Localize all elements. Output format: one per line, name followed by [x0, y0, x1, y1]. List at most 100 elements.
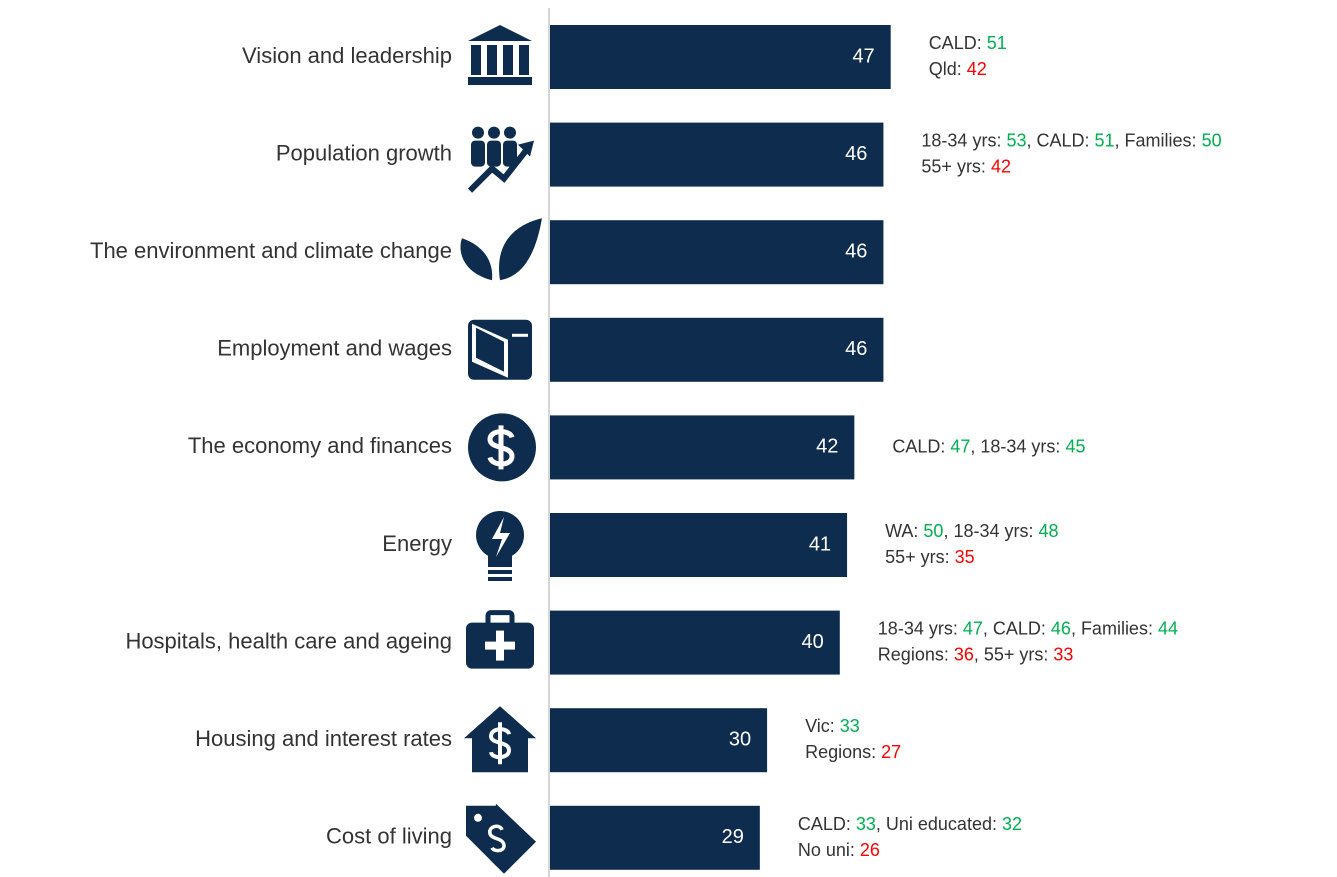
category-icon	[468, 413, 536, 482]
category-label: Population growth	[276, 140, 452, 165]
icon-shape	[499, 218, 542, 281]
annotation-value: 33	[856, 814, 876, 834]
value-label: 30	[729, 728, 751, 750]
annotation-label: , Families:	[1115, 130, 1202, 150]
bar	[550, 220, 884, 285]
annotation-label: CALD:	[929, 33, 987, 53]
annotation: 55+ yrs: 35	[885, 547, 975, 567]
annotation: WA: 50, 18-34 yrs: 48	[885, 521, 1058, 541]
category-label: Hospitals, health care and ageing	[125, 628, 452, 653]
annotation-value: 47	[963, 618, 983, 638]
annotation-value: 53	[1006, 130, 1026, 150]
icon-shape	[488, 126, 500, 139]
value-label: 41	[809, 533, 831, 555]
annotation-value: 42	[991, 156, 1011, 176]
annotation-value: 46	[1051, 618, 1071, 638]
annotation-label: CALD:	[892, 436, 950, 456]
annotation: 55+ yrs: 42	[921, 156, 1011, 176]
annotation-value: 42	[967, 59, 987, 79]
icon-shape	[488, 570, 512, 574]
annotation-label: Vic:	[805, 716, 840, 736]
annotation-label: 18-34 yrs:	[921, 130, 1006, 150]
annotation-label: WA:	[885, 521, 923, 541]
category-icon	[476, 511, 524, 581]
icon-shape	[503, 140, 517, 167]
annotation-value: 44	[1158, 618, 1178, 638]
category-icon	[460, 218, 542, 281]
icon-shape	[518, 140, 534, 157]
icon-shape	[468, 25, 532, 41]
annotation: Regions: 36, 55+ yrs: 33	[878, 644, 1074, 664]
icon-shape	[472, 126, 484, 139]
annotation-value: 51	[987, 33, 1007, 53]
icon-shape	[485, 610, 515, 630]
annotation-value: 50	[923, 521, 943, 541]
icon-shape	[492, 517, 510, 557]
icon-shape	[476, 327, 504, 372]
category-icon	[466, 610, 534, 669]
icon-shape	[519, 45, 529, 75]
icon-shape	[468, 77, 532, 85]
icon-shape	[466, 805, 526, 866]
icon-shape	[471, 140, 485, 167]
annotation-value: 35	[955, 547, 975, 567]
category-icon	[467, 126, 534, 193]
annotation-value: 48	[1038, 521, 1058, 541]
annotation-label: No uni:	[798, 840, 860, 860]
annotation-label: Qld:	[929, 59, 967, 79]
annotation-label: CALD:	[798, 814, 856, 834]
icon-shape	[467, 148, 529, 193]
category-label: Vision and leadership	[242, 43, 452, 68]
annotation-value: 33	[840, 716, 860, 736]
icon-shape	[474, 813, 482, 822]
annotation-label: , 55+ yrs:	[974, 644, 1054, 664]
icon-shape	[485, 641, 515, 650]
annotation-label: , 18-34 yrs:	[970, 436, 1065, 456]
annotation-label: 55+ yrs:	[885, 547, 955, 567]
bar	[550, 415, 855, 480]
category-label: The economy and finances	[188, 433, 452, 458]
value-label: 42	[816, 436, 838, 458]
annotation: No uni: 26	[798, 840, 880, 860]
category-icon	[468, 319, 532, 380]
value-label: 46	[845, 143, 867, 165]
bar	[550, 25, 891, 89]
icon-shape	[503, 45, 513, 75]
annotation: 18-34 yrs: 53, CALD: 51, Families: 50	[921, 130, 1221, 150]
category-label: The environment and climate change	[90, 238, 452, 263]
bar	[550, 317, 884, 382]
icon-shape	[488, 577, 512, 581]
annotation-value: 27	[881, 742, 901, 762]
annotation-value: 33	[1053, 644, 1073, 664]
icon-shape	[488, 722, 512, 765]
annotation-value: 47	[950, 436, 970, 456]
annotation: Vic: 33	[805, 716, 860, 736]
category-label: Cost of living	[326, 824, 452, 849]
annotation-label: Regions:	[805, 742, 881, 762]
icon-shape	[488, 555, 512, 567]
annotation-label: 18-34 yrs:	[878, 618, 963, 638]
annotation-label: , CALD:	[983, 618, 1051, 638]
category-icon	[464, 706, 536, 773]
annotation-label: Regions:	[878, 644, 954, 664]
category-icon	[468, 25, 532, 85]
bar	[550, 122, 884, 187]
icon-shape	[512, 333, 528, 337]
annotation-label: , 18-34 yrs:	[943, 521, 1038, 541]
category-icon	[466, 803, 536, 874]
icon-shape	[504, 126, 516, 139]
icon-shape	[487, 45, 497, 75]
category-label: Housing and interest rates	[195, 726, 452, 751]
annotation-label: , Uni educated:	[876, 814, 1002, 834]
annotation: CALD: 47, 18-34 yrs: 45	[892, 436, 1085, 456]
annotation-value: 26	[860, 840, 880, 860]
value-label: 40	[802, 631, 824, 653]
annotation: Qld: 42	[929, 59, 987, 79]
annotation: CALD: 33, Uni educated: 32	[798, 814, 1022, 834]
icon-shape	[460, 238, 493, 281]
bar	[550, 610, 840, 675]
icon-shape	[487, 425, 515, 470]
icon-shape	[471, 45, 481, 75]
bar	[550, 708, 768, 773]
